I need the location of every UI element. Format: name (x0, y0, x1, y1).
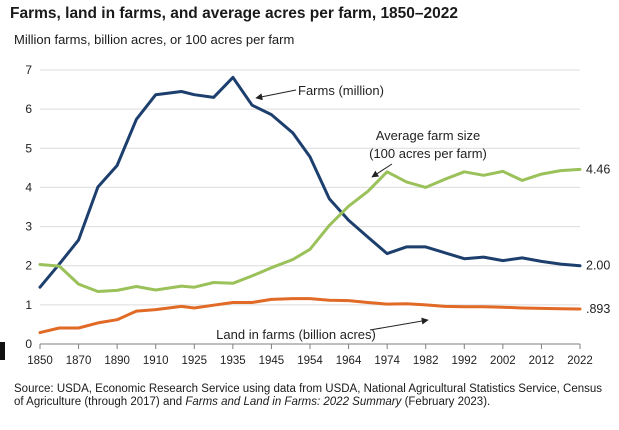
series-line-avg_size (38, 167, 582, 293)
chart-subtitle: Million farms, billion acres, or 100 acr… (14, 32, 295, 47)
x-tick-label: 1925 (181, 355, 207, 367)
grid-lines (40, 69, 580, 306)
end-label-land: .893 (586, 302, 610, 316)
y-tick-label: 1 (25, 298, 32, 312)
annotation-arrow-avg_size (371, 163, 393, 178)
x-tick-label: 1954 (297, 355, 323, 367)
end-label-avg_size: 4.46 (586, 162, 610, 176)
x-tick-label: 1964 (336, 355, 362, 367)
x-tick-label: 1850 (27, 355, 53, 367)
chart-title: Farms, land in farms, and average acres … (10, 5, 459, 22)
x-tick-label: 1935 (220, 355, 246, 367)
annotations: 2.00 4.46 .893 Farms (million) Average farm … (216, 83, 610, 342)
source-note: Source: USDA, Economic Research Service … (14, 383, 609, 409)
x-tick-label: 2022 (567, 355, 593, 367)
x-tick-label: 2012 (529, 355, 555, 367)
annotation-arrow-farms (255, 89, 297, 101)
x-tick-label: 2002 (490, 355, 516, 367)
series-lines (38, 75, 582, 335)
annotation-land: Land in farms (billion acres) (216, 327, 376, 342)
x-tick-label: 1870 (66, 355, 92, 367)
y-tick-label: 3 (25, 220, 32, 234)
series-line-land (38, 297, 582, 335)
x-tick-label: 1974 (374, 355, 400, 367)
annotation-avg_size: Average farm size (376, 128, 481, 143)
y-tick-label: 5 (25, 141, 32, 155)
x-tick-label: 1982 (413, 355, 439, 367)
y-tick-label: 0 (25, 337, 32, 351)
source-italic: Farms and Land in Farms: 2022 Summary (185, 396, 402, 408)
x-tick-label: 1945 (259, 355, 285, 367)
y-tick-label: 4 (25, 180, 32, 194)
annotation-avg_size: (100 acres per farm) (369, 146, 487, 161)
source-prefix: Source: USDA, Economic Research Service … (14, 383, 603, 408)
x-tick-label: 1910 (143, 355, 169, 367)
annotation-arrow-land (369, 317, 429, 331)
x-tick-label: 1992 (451, 355, 477, 367)
annotation-farms: Farms (million) (298, 83, 384, 98)
end-label-farms: 2.00 (586, 259, 610, 273)
y-tick-label: 2 (25, 259, 32, 273)
y-tick-label: 6 (25, 102, 32, 116)
x-tick-label: 1890 (104, 355, 130, 367)
axes: 0 1 2 3 4 5 6 7 1850 1870 1890 1910 1925 1935 1945 1954… (25, 63, 592, 367)
y-tick-label: 7 (25, 63, 32, 77)
source-suffix: (February 2023). (401, 396, 491, 408)
series-line-farms (38, 75, 582, 289)
edge-artifact (0, 342, 5, 360)
